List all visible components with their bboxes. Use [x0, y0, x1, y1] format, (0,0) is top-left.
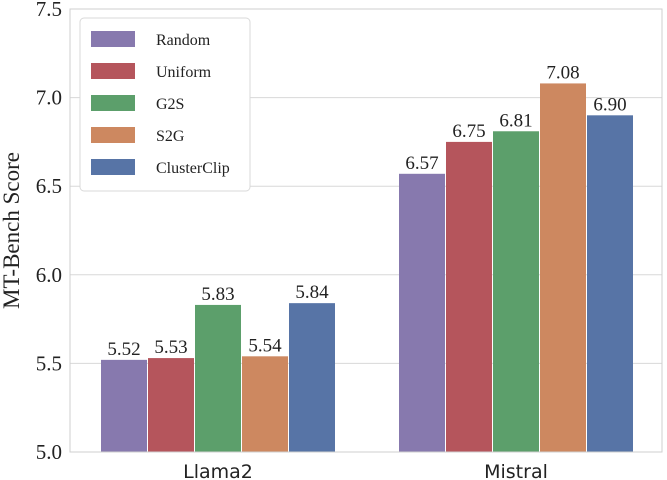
legend-swatch-s2g	[91, 127, 135, 143]
legend-label: ClusterClip	[156, 160, 230, 177]
legend-label: G2S	[156, 96, 184, 113]
legend-swatch-uniform	[91, 63, 135, 79]
bar-g2s-mistral	[493, 131, 539, 452]
bar-uniform-mistral	[446, 141, 492, 452]
y-axis-ticks: 5.0 5.5 6.0 6.5 7.0 7.5	[36, 0, 62, 464]
bar-s2g-mistral	[540, 83, 586, 452]
y-tick-label: 5.0	[36, 440, 62, 464]
legend-label: S2G	[156, 128, 185, 145]
value-label: 5.53	[154, 337, 187, 358]
bar-g2s-llama2	[195, 304, 241, 452]
value-label: 5.54	[248, 335, 282, 356]
y-tick-label: 6.5	[36, 174, 62, 198]
bar-random-mistral	[399, 173, 445, 452]
y-tick-label: 7.0	[36, 86, 62, 110]
legend-label: Uniform	[156, 64, 212, 81]
y-tick-label: 5.5	[36, 351, 62, 375]
legend-swatch-g2s	[91, 95, 135, 111]
bar-random-llama2	[101, 359, 147, 452]
legend-label: Random	[156, 32, 211, 49]
value-label: 6.57	[405, 153, 438, 174]
bars	[101, 83, 633, 452]
legend-box	[79, 17, 251, 192]
x-tick-label: Mistral	[484, 461, 548, 480]
value-label: 5.84	[295, 282, 329, 303]
legend: Random Uniform G2S S2G ClusterClip	[79, 17, 251, 192]
bar-uniform-llama2	[148, 358, 194, 452]
legend-swatch-random	[91, 31, 135, 47]
y-tick-label: 6.0	[36, 263, 62, 287]
value-label: 6.90	[593, 94, 626, 115]
bar-clusterclip-mistral	[587, 115, 633, 452]
value-label: 5.52	[107, 339, 140, 360]
x-axis-ticks: Llama2 Mistral	[183, 461, 548, 480]
y-tick-label: 7.5	[36, 0, 62, 21]
bar-s2g-llama2	[242, 356, 288, 452]
value-label: 5.83	[201, 284, 234, 305]
value-labels: 5.52 5.53 5.83 5.54 5.84 6.57 6.75 6.81 7.08 6.90	[107, 62, 626, 359]
x-tick-label: Llama2	[183, 461, 253, 480]
value-label: 6.81	[499, 110, 532, 131]
value-label: 6.75	[452, 121, 485, 142]
bar-clusterclip-llama2	[289, 303, 335, 452]
legend-swatch-clusterclip	[91, 159, 135, 175]
plot-frame	[69, 8, 663, 453]
y-axis-title: MT-Bench Score	[0, 152, 24, 309]
value-label: 7.08	[546, 62, 579, 83]
